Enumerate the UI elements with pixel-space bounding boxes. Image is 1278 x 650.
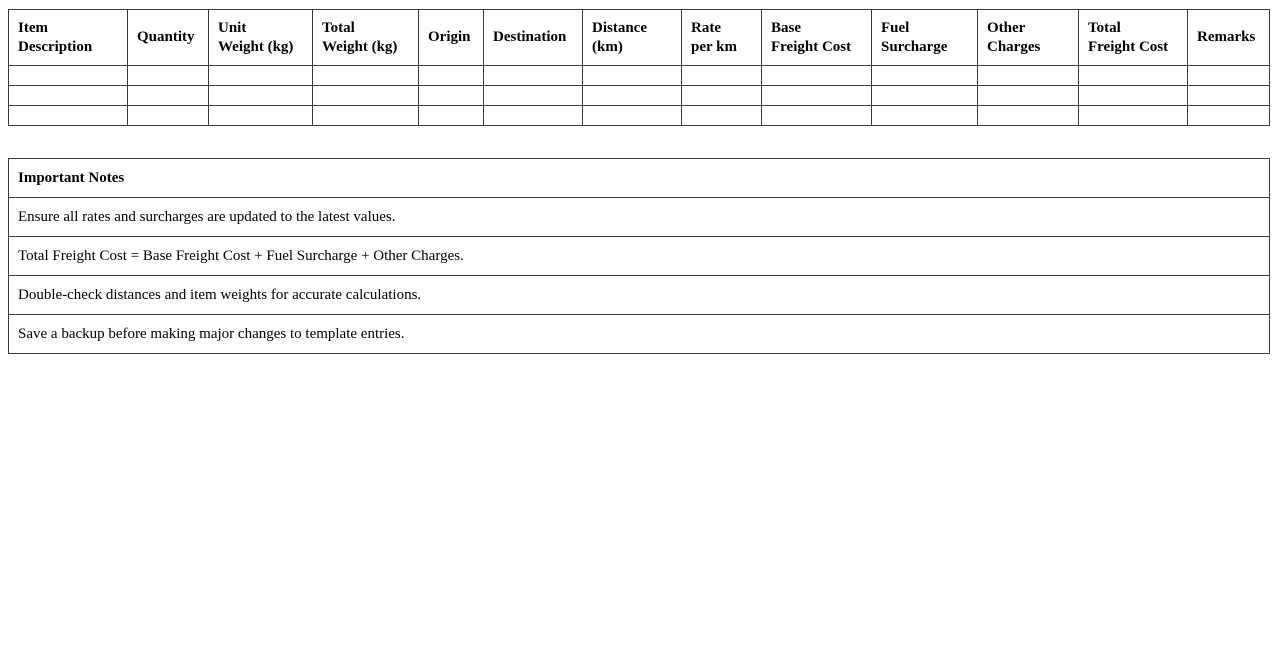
freight-header-row: Item Description Quantity Unit Weight (k… — [8, 9, 1270, 66]
empty-cell[interactable] — [8, 105, 128, 126]
empty-cell[interactable] — [1078, 85, 1188, 106]
empty-cell[interactable] — [582, 65, 682, 86]
notes-header-row: Important Notes — [8, 158, 1270, 198]
empty-cell[interactable] — [1187, 65, 1270, 86]
col-header-fuel-surcharge: Fuel Surcharge — [871, 9, 978, 66]
empty-cell[interactable] — [127, 105, 209, 126]
note-row: Ensure all rates and surcharges are upda… — [8, 197, 1270, 237]
empty-cell[interactable] — [761, 105, 872, 126]
empty-cell[interactable] — [418, 105, 484, 126]
empty-cell[interactable] — [127, 85, 209, 106]
note-item: Save a backup before making major change… — [8, 314, 1270, 354]
col-header-remarks: Remarks — [1187, 9, 1270, 66]
empty-cell[interactable] — [1187, 85, 1270, 106]
empty-cell[interactable] — [418, 65, 484, 86]
empty-cell[interactable] — [208, 65, 313, 86]
note-item: Total Freight Cost = Base Freight Cost +… — [8, 236, 1270, 276]
empty-cell[interactable] — [127, 65, 209, 86]
empty-cell[interactable] — [582, 85, 682, 106]
empty-cell[interactable] — [312, 65, 419, 86]
table-row — [8, 65, 1270, 86]
col-header-unit-weight: Unit Weight (kg) — [208, 9, 313, 66]
empty-cell[interactable] — [977, 65, 1079, 86]
empty-cell[interactable] — [483, 65, 583, 86]
table-row — [8, 85, 1270, 106]
col-header-item-description: Item Description — [8, 9, 128, 66]
empty-cell[interactable] — [312, 105, 419, 126]
col-header-total-freight-cost: Total Freight Cost — [1078, 9, 1188, 66]
empty-cell[interactable] — [8, 85, 128, 106]
empty-cell[interactable] — [8, 65, 128, 86]
note-item: Ensure all rates and surcharges are upda… — [8, 197, 1270, 237]
col-header-quantity: Quantity — [127, 9, 209, 66]
notes-title: Important Notes — [8, 158, 1270, 198]
empty-cell[interactable] — [871, 85, 978, 106]
empty-cell[interactable] — [483, 85, 583, 106]
table-row — [8, 105, 1270, 126]
empty-cell[interactable] — [977, 105, 1079, 126]
empty-cell[interactable] — [871, 105, 978, 126]
empty-cell[interactable] — [1078, 65, 1188, 86]
empty-cell[interactable] — [418, 85, 484, 106]
empty-cell[interactable] — [681, 85, 762, 106]
note-row: Double-check distances and item weights … — [8, 275, 1270, 315]
col-header-other-charges: Other Charges — [977, 9, 1079, 66]
empty-cell[interactable] — [1078, 105, 1188, 126]
empty-cell[interactable] — [761, 85, 872, 106]
col-header-origin: Origin — [418, 9, 484, 66]
freight-table: Item Description Quantity Unit Weight (k… — [8, 9, 1270, 126]
col-header-rate-per-km: Rate per km — [681, 9, 762, 66]
empty-cell[interactable] — [681, 65, 762, 86]
col-header-total-weight: Total Weight (kg) — [312, 9, 419, 66]
empty-cell[interactable] — [312, 85, 419, 106]
empty-cell[interactable] — [871, 65, 978, 86]
empty-cell[interactable] — [761, 65, 872, 86]
col-header-base-freight-cost: Base Freight Cost — [761, 9, 872, 66]
empty-cell[interactable] — [208, 105, 313, 126]
empty-cell[interactable] — [582, 105, 682, 126]
col-header-distance: Distance (km) — [582, 9, 682, 66]
note-row: Total Freight Cost = Base Freight Cost +… — [8, 236, 1270, 276]
empty-cell[interactable] — [208, 85, 313, 106]
empty-cell[interactable] — [977, 85, 1079, 106]
note-row: Save a backup before making major change… — [8, 314, 1270, 354]
empty-cell[interactable] — [483, 105, 583, 126]
note-item: Double-check distances and item weights … — [8, 275, 1270, 315]
empty-cell[interactable] — [1187, 105, 1270, 126]
notes-table: Important Notes Ensure all rates and sur… — [8, 158, 1270, 354]
col-header-destination: Destination — [483, 9, 583, 66]
empty-cell[interactable] — [681, 105, 762, 126]
